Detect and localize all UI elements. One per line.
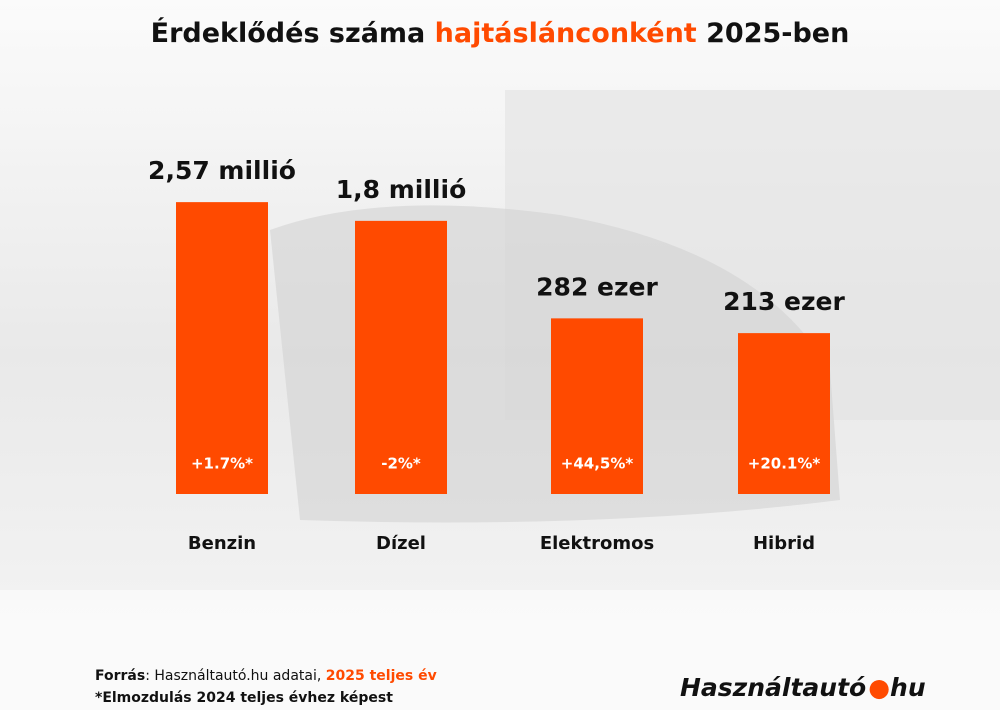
x-tick-label: Dízel	[376, 533, 426, 554]
change-label: +44,5%*	[561, 455, 634, 473]
x-tick-label: Benzin	[188, 533, 256, 554]
bar	[176, 202, 268, 495]
title-part: Érdeklődés száma	[151, 17, 435, 49]
logo-part: hu	[890, 673, 926, 702]
change-label: +20.1%*	[748, 455, 821, 473]
source-part: 2025 teljes év	[326, 668, 437, 684]
value-label: 1,8 millió	[336, 175, 467, 204]
title-part: hajtáslánconként	[435, 18, 697, 49]
bar	[738, 333, 830, 494]
logo-dot: ●	[868, 673, 890, 702]
chart-title: Érdeklődés száma hajtáslánconként 2025-b…	[151, 17, 850, 49]
footer-band	[0, 590, 1000, 710]
source: Forrás: Használtautó.hu adatai, 2025 tel…	[95, 668, 437, 684]
source-part: : Használtautó.hu adatai,	[145, 668, 326, 684]
title-part: 2025-ben	[697, 18, 850, 49]
bar	[355, 220, 447, 494]
source-part: Forrás	[95, 668, 145, 684]
value-label: 282 ezer	[536, 272, 658, 301]
x-tick-label: Hibrid	[753, 533, 815, 554]
bar	[551, 318, 643, 494]
change-label: +1.7%*	[191, 455, 253, 473]
logo: Használtautó●hu	[680, 673, 926, 702]
value-label: 2,57 millió	[148, 156, 296, 185]
value-label: 213 ezer	[723, 287, 845, 316]
x-tick-label: Elektromos	[540, 533, 654, 554]
logo-part: Használtautó	[680, 673, 866, 702]
change-label: -2%*	[381, 455, 421, 473]
note: *Elmozdulás 2024 teljes évhez képest	[95, 690, 393, 706]
